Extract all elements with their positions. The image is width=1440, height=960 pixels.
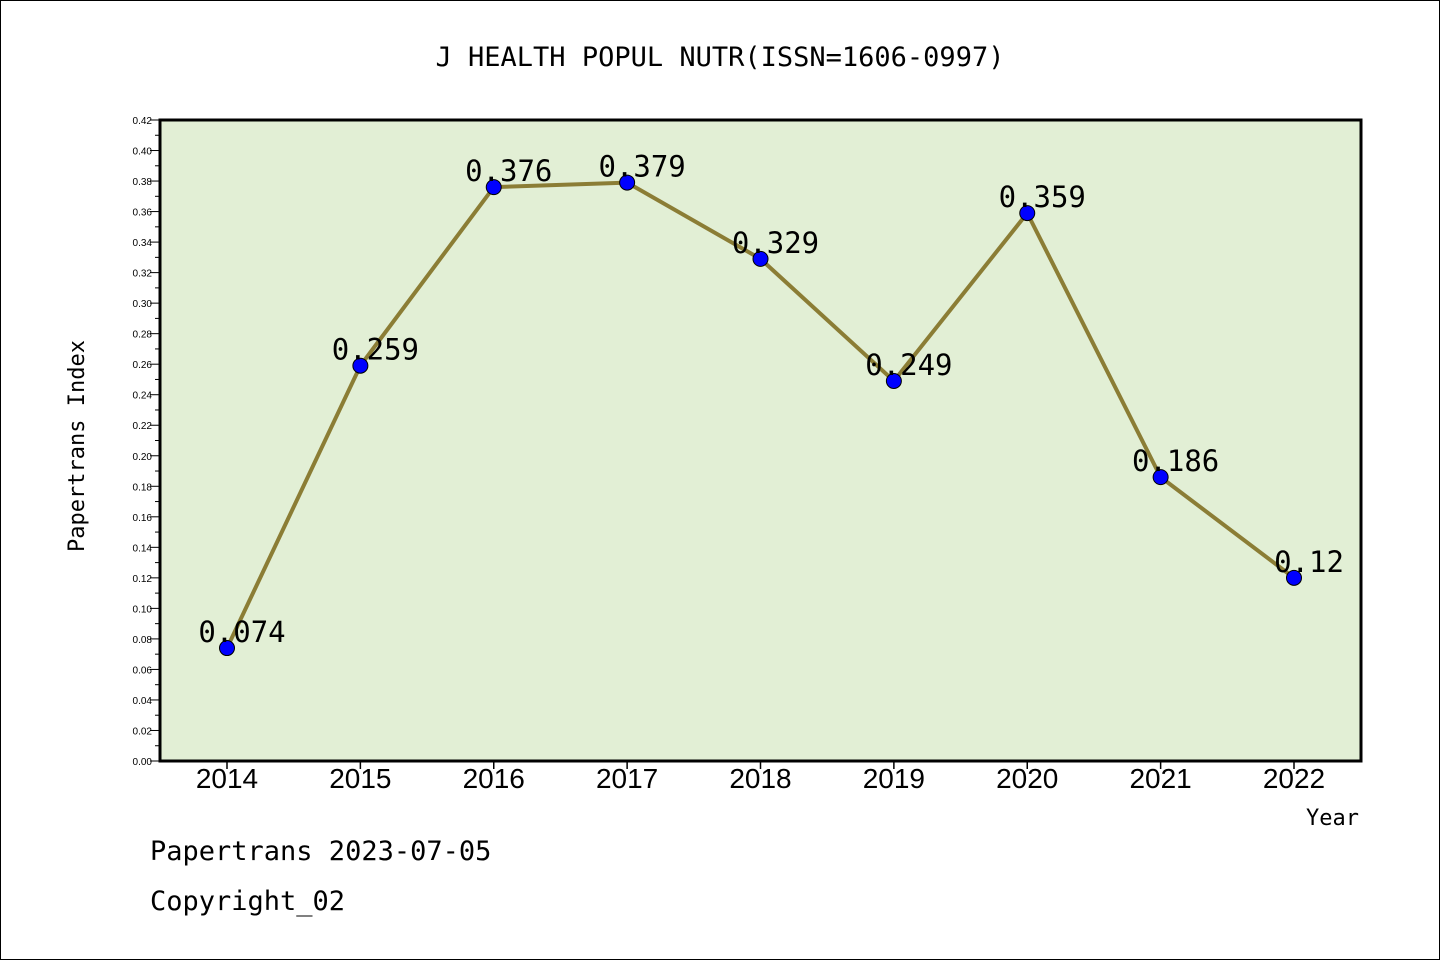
y-tick-label: 0.04 [133, 696, 153, 707]
x-tick-label: 2018 [729, 763, 791, 794]
x-axis: 2014 2015 2016 2017 2018 2019 2020 2021 2022 [196, 761, 1325, 794]
data-label: 0.186 [1132, 444, 1219, 478]
y-tick-label: 0.18 [133, 482, 153, 493]
y-tick-label: 0.00 [133, 757, 153, 768]
x-tick-label: 2019 [863, 763, 925, 794]
y-tick-label: 0.22 [133, 421, 153, 432]
data-point [1152, 469, 1169, 486]
data-label: 0.379 [598, 150, 685, 184]
y-tick-label: 0.16 [133, 513, 153, 524]
data-label: 0.376 [465, 154, 552, 188]
y-tick-label: 0.40 [133, 147, 153, 158]
data-label: 0.249 [865, 348, 952, 382]
data-label: 0.074 [198, 615, 285, 649]
x-tick-label: 2020 [996, 763, 1058, 794]
data-point [485, 179, 502, 196]
y-tick-label: 0.10 [133, 604, 153, 615]
y-tick-label: 0.36 [133, 208, 153, 219]
y-axis-label: Papertrans Index [65, 340, 90, 552]
data-point [752, 250, 769, 267]
data-point [352, 357, 369, 374]
data-label: 0.12 [1274, 545, 1344, 579]
y-tick-label: 0.34 [133, 238, 153, 249]
data-point [1019, 205, 1036, 222]
y-tick-label: 0.32 [133, 269, 153, 280]
y-tick-label: 0.20 [133, 452, 153, 463]
plot-area [158, 118, 1363, 763]
chart-title: J HEALTH POPUL NUTR(ISSN=1606-0997) [436, 42, 1005, 73]
data-points [219, 174, 1302, 657]
y-tick-label: 0.24 [133, 391, 153, 402]
footer-date: Papertrans 2023-07-05 [150, 836, 492, 867]
x-tick-label: 2021 [1129, 763, 1191, 794]
data-point [219, 640, 235, 657]
x-tick-label: 2014 [196, 763, 258, 794]
data-point [885, 372, 902, 389]
y-tick-label: 0.30 [133, 299, 153, 310]
x-tick-label: 2016 [463, 763, 525, 794]
y-tick-label: 0.08 [133, 635, 153, 646]
data-point [619, 174, 636, 191]
x-axis-label: Year [1306, 806, 1359, 831]
data-point [1286, 569, 1302, 586]
y-axis: 0.00 0.02 0.04 0.06 0.08 0.10 0.12 0.14 0.16 0.18… [133, 116, 160, 768]
data-label: 0.359 [999, 180, 1086, 214]
x-tick-label: 2015 [329, 763, 391, 794]
data-label: 0.329 [732, 226, 819, 260]
y-tick-label: 0.26 [133, 360, 153, 371]
y-tick-label: 0.14 [133, 543, 153, 554]
x-tick-label: 2017 [596, 763, 658, 794]
footer-copyright: Copyright_02 [150, 886, 346, 917]
y-tick-label: 0.38 [133, 177, 153, 188]
y-tick-label: 0.06 [133, 665, 153, 676]
data-labels: 0.074 0.259 0.376 0.379 0.329 0.249 0.359 0.186… [198, 150, 1344, 649]
y-tick-label: 0.02 [133, 726, 153, 737]
y-tick-label: 0.28 [133, 330, 153, 341]
x-tick-label: 2022 [1263, 763, 1325, 794]
data-label: 0.259 [332, 333, 419, 367]
y-tick-label: 0.12 [133, 574, 153, 585]
y-tick-label: 0.42 [133, 116, 153, 127]
